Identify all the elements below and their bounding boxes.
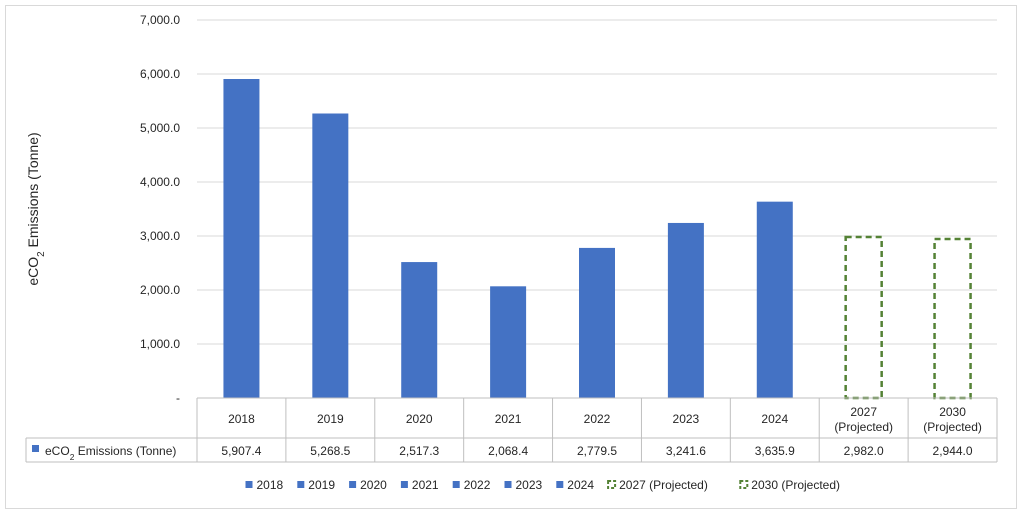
legend-key-projected xyxy=(739,480,749,489)
legend-label: 2019 xyxy=(308,478,335,492)
y-axis-label: eCO2 Emissions (Tonne) xyxy=(25,132,47,285)
legend-label: 2030 (Projected) xyxy=(751,478,840,492)
data-table-value: 2,944.0 xyxy=(933,444,973,458)
bar xyxy=(490,286,527,398)
bar xyxy=(579,247,615,398)
legend-key xyxy=(504,481,512,488)
y-tick-label: 5,000.0 xyxy=(140,121,180,135)
category-label: 2018 xyxy=(228,412,255,426)
projected-bar xyxy=(844,235,883,400)
y-tick-label: 7,000.0 xyxy=(140,13,180,27)
data-table-value: 2,779.5 xyxy=(577,444,617,458)
legend-label: 2027 (Projected) xyxy=(619,478,708,492)
legend-label: 2022 xyxy=(464,478,491,492)
legend-key xyxy=(349,481,357,488)
category-label: 2019 xyxy=(317,412,344,426)
data-table-series-label: eCO2 Emissions (Tonne) xyxy=(45,444,176,462)
table-legend-key xyxy=(32,445,39,452)
legend-label: 2018 xyxy=(257,478,284,492)
category-label-sub: (Projected) xyxy=(923,420,982,434)
legend-label: 2021 xyxy=(412,478,439,492)
data-table-value: 5,907.4 xyxy=(221,444,261,458)
data-table-value: 2,982.0 xyxy=(844,444,884,458)
bar xyxy=(667,222,704,398)
category-label: 2023 xyxy=(673,412,700,426)
category-label: 2022 xyxy=(584,412,611,426)
category-label: 2021 xyxy=(495,412,522,426)
y-tick-label: 6,000.0 xyxy=(140,67,180,81)
y-tick-label: 4,000.0 xyxy=(140,175,180,189)
y-tick-label: 1,000.0 xyxy=(140,337,180,351)
y-tick-label: - xyxy=(176,391,180,405)
legend-key xyxy=(245,481,253,488)
category-label-sub: (Projected) xyxy=(834,420,893,434)
legend-key xyxy=(452,481,460,488)
bar xyxy=(223,79,260,398)
legend-label: 2024 xyxy=(567,478,594,492)
legend-label: 2020 xyxy=(360,478,387,492)
bar xyxy=(401,262,438,398)
projected-bar xyxy=(933,237,972,400)
chart-frame xyxy=(5,5,1017,509)
data-table-value: 5,268.5 xyxy=(310,444,350,458)
data-table-value: 2,517.3 xyxy=(399,444,439,458)
y-tick-label: 3,000.0 xyxy=(140,229,180,243)
data-table-value: 3,635.9 xyxy=(755,444,795,458)
bar xyxy=(756,201,793,398)
legend-key xyxy=(400,481,408,488)
category-label: 2020 xyxy=(406,412,433,426)
bar xyxy=(312,113,349,398)
legend-key xyxy=(556,481,564,488)
data-table-value: 3,241.6 xyxy=(666,444,706,458)
data-table-value: 2,068.4 xyxy=(488,444,528,458)
legend-key xyxy=(297,481,305,488)
category-label: 2027 xyxy=(850,405,877,419)
category-label: 2030 xyxy=(939,405,966,419)
legend-key-projected xyxy=(607,480,617,489)
y-tick-label: 2,000.0 xyxy=(140,283,180,297)
legend-label: 2023 xyxy=(516,478,543,492)
category-label: 2024 xyxy=(761,412,788,426)
